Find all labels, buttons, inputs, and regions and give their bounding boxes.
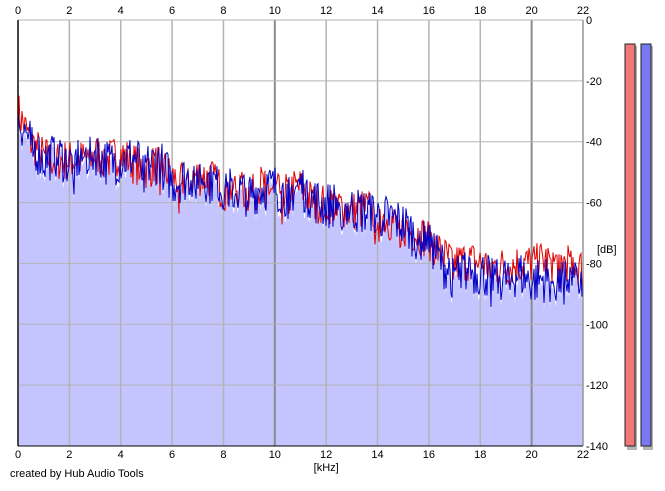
series-line-blue [17,111,584,307]
x-tick-label-top: 0 [15,5,21,17]
x-tick-label-bottom: 6 [169,449,175,461]
x-tick-label-bottom: 16 [423,449,435,461]
meter-right [640,43,652,447]
x-tick-label-bottom: 0 [15,449,21,461]
spectrum-area [18,117,583,446]
x-tick-label-top: 12 [320,5,332,17]
x-tick-label-bottom: 2 [66,449,72,461]
x-tick-label-bottom: 8 [220,449,226,461]
credit-text: created by Hub Audio Tools [10,468,144,480]
x-tick-label-top: 10 [269,5,281,17]
level-meters [624,43,653,450]
x-axis-label: [kHz] [314,462,339,474]
x-tick-label-top: 20 [526,5,538,17]
y-axis-label: [dB] [597,244,617,256]
x-tick-label-top: 4 [118,5,124,17]
x-tick-label-top: 6 [169,5,175,17]
x-tick-label-top: 2 [66,5,72,17]
spectrum-fill [18,117,583,446]
x-tick-label-bottom: 22 [577,449,589,461]
y-tick-label: -120 [586,380,608,392]
x-tick-label-bottom: 14 [371,449,383,461]
x-tick-label-top: 22 [577,5,589,17]
y-tick-label: -140 [586,441,608,453]
x-tick-label-top: 14 [371,5,383,17]
y-tick-label: 0 [586,15,592,27]
x-tick-label-top: 8 [220,5,226,17]
x-tick-label-bottom: 12 [320,449,332,461]
x-tick-label-bottom: 4 [118,449,124,461]
y-tick-label: -80 [586,258,602,270]
y-tick-label: -60 [586,198,602,210]
x-tick-label-bottom: 18 [474,449,486,461]
x-tick-label-top: 16 [423,5,435,17]
x-tick-label-top: 18 [474,5,486,17]
y-tick-label: -40 [586,137,602,149]
y-tick-label: -100 [586,319,608,331]
x-tick-label-bottom: 10 [269,449,281,461]
meter-left [624,43,636,447]
y-tick-label: -20 [586,76,602,88]
spectrum-lines [17,95,584,307]
x-tick-label-bottom: 20 [526,449,538,461]
axes: 002244668810101212141416161818202022220-… [15,5,617,474]
